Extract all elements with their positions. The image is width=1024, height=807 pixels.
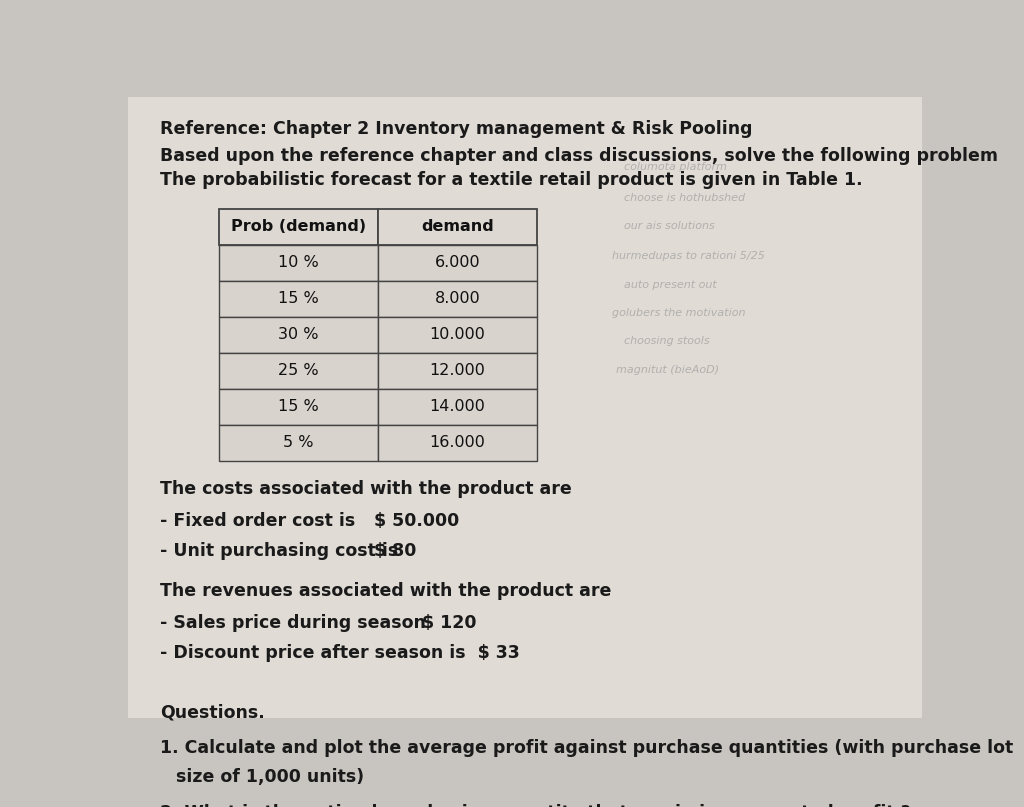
Text: hurmedupas to rationi 5/25: hurmedupas to rationi 5/25 xyxy=(612,251,765,261)
Text: 25 %: 25 % xyxy=(279,363,318,378)
Text: 1. Calculate and plot the average profit against purchase quantities (with purch: 1. Calculate and plot the average profit… xyxy=(160,739,1013,757)
Text: Questions.: Questions. xyxy=(160,704,264,721)
Bar xyxy=(378,425,537,461)
Text: 8.000: 8.000 xyxy=(434,291,480,307)
Text: magnitut (bieAoD): magnitut (bieAoD) xyxy=(616,366,719,375)
Text: The costs associated with the product are: The costs associated with the product ar… xyxy=(160,479,571,498)
Text: our ais solutions: our ais solutions xyxy=(624,221,715,231)
Text: - Unit purchasing cost is: - Unit purchasing cost is xyxy=(160,541,398,560)
Text: 2. What is the optimal purchasing quantity that maximizes expected profit ?: 2. What is the optimal purchasing quanti… xyxy=(160,804,910,807)
Text: The revenues associated with the product are: The revenues associated with the product… xyxy=(160,582,611,600)
Text: 12.000: 12.000 xyxy=(429,363,485,378)
Text: 14.000: 14.000 xyxy=(429,399,485,415)
Text: 10.000: 10.000 xyxy=(429,328,485,342)
Bar xyxy=(219,281,378,317)
Text: $ 80: $ 80 xyxy=(374,541,417,560)
Text: 15 %: 15 % xyxy=(279,399,319,415)
Text: auto present out: auto present out xyxy=(624,280,717,291)
Text: Prob (demand): Prob (demand) xyxy=(231,220,367,234)
Text: Based upon the reference chapter and class discussions, solve the following prob: Based upon the reference chapter and cla… xyxy=(160,147,997,165)
Text: demand: demand xyxy=(421,220,494,234)
Bar xyxy=(219,245,378,281)
Bar xyxy=(219,425,378,461)
Bar xyxy=(378,209,537,245)
Text: - Discount price after season is  $ 33: - Discount price after season is $ 33 xyxy=(160,644,519,663)
Text: 16.000: 16.000 xyxy=(429,436,485,450)
Bar xyxy=(219,317,378,353)
Text: Reference: Chapter 2 Inventory management & Risk Pooling: Reference: Chapter 2 Inventory managemen… xyxy=(160,119,753,138)
Bar xyxy=(378,353,537,389)
Text: 10 %: 10 % xyxy=(279,255,319,270)
Text: - Sales price during season: - Sales price during season xyxy=(160,614,426,633)
Bar xyxy=(378,389,537,425)
Text: The probabilistic forecast for a textile retail product is given in Table 1.: The probabilistic forecast for a textile… xyxy=(160,171,862,190)
Text: 5 %: 5 % xyxy=(284,436,314,450)
Bar xyxy=(219,353,378,389)
Bar xyxy=(378,281,537,317)
Text: golubers the motivation: golubers the motivation xyxy=(612,308,745,318)
Bar xyxy=(378,245,537,281)
Text: 15 %: 15 % xyxy=(279,291,319,307)
Bar xyxy=(219,209,378,245)
Text: choose is hothubshed: choose is hothubshed xyxy=(624,193,745,203)
Text: choosing stools: choosing stools xyxy=(624,336,710,346)
Text: $ 50.000: $ 50.000 xyxy=(374,512,460,530)
Text: - Fixed order cost is: - Fixed order cost is xyxy=(160,512,355,530)
Text: 6.000: 6.000 xyxy=(434,255,480,270)
Text: $ 120: $ 120 xyxy=(422,614,476,633)
Text: columota platform: columota platform xyxy=(624,162,727,172)
Text: size of 1,000 units): size of 1,000 units) xyxy=(176,768,364,786)
Bar xyxy=(219,389,378,425)
Text: 30 %: 30 % xyxy=(279,328,318,342)
Bar xyxy=(378,317,537,353)
